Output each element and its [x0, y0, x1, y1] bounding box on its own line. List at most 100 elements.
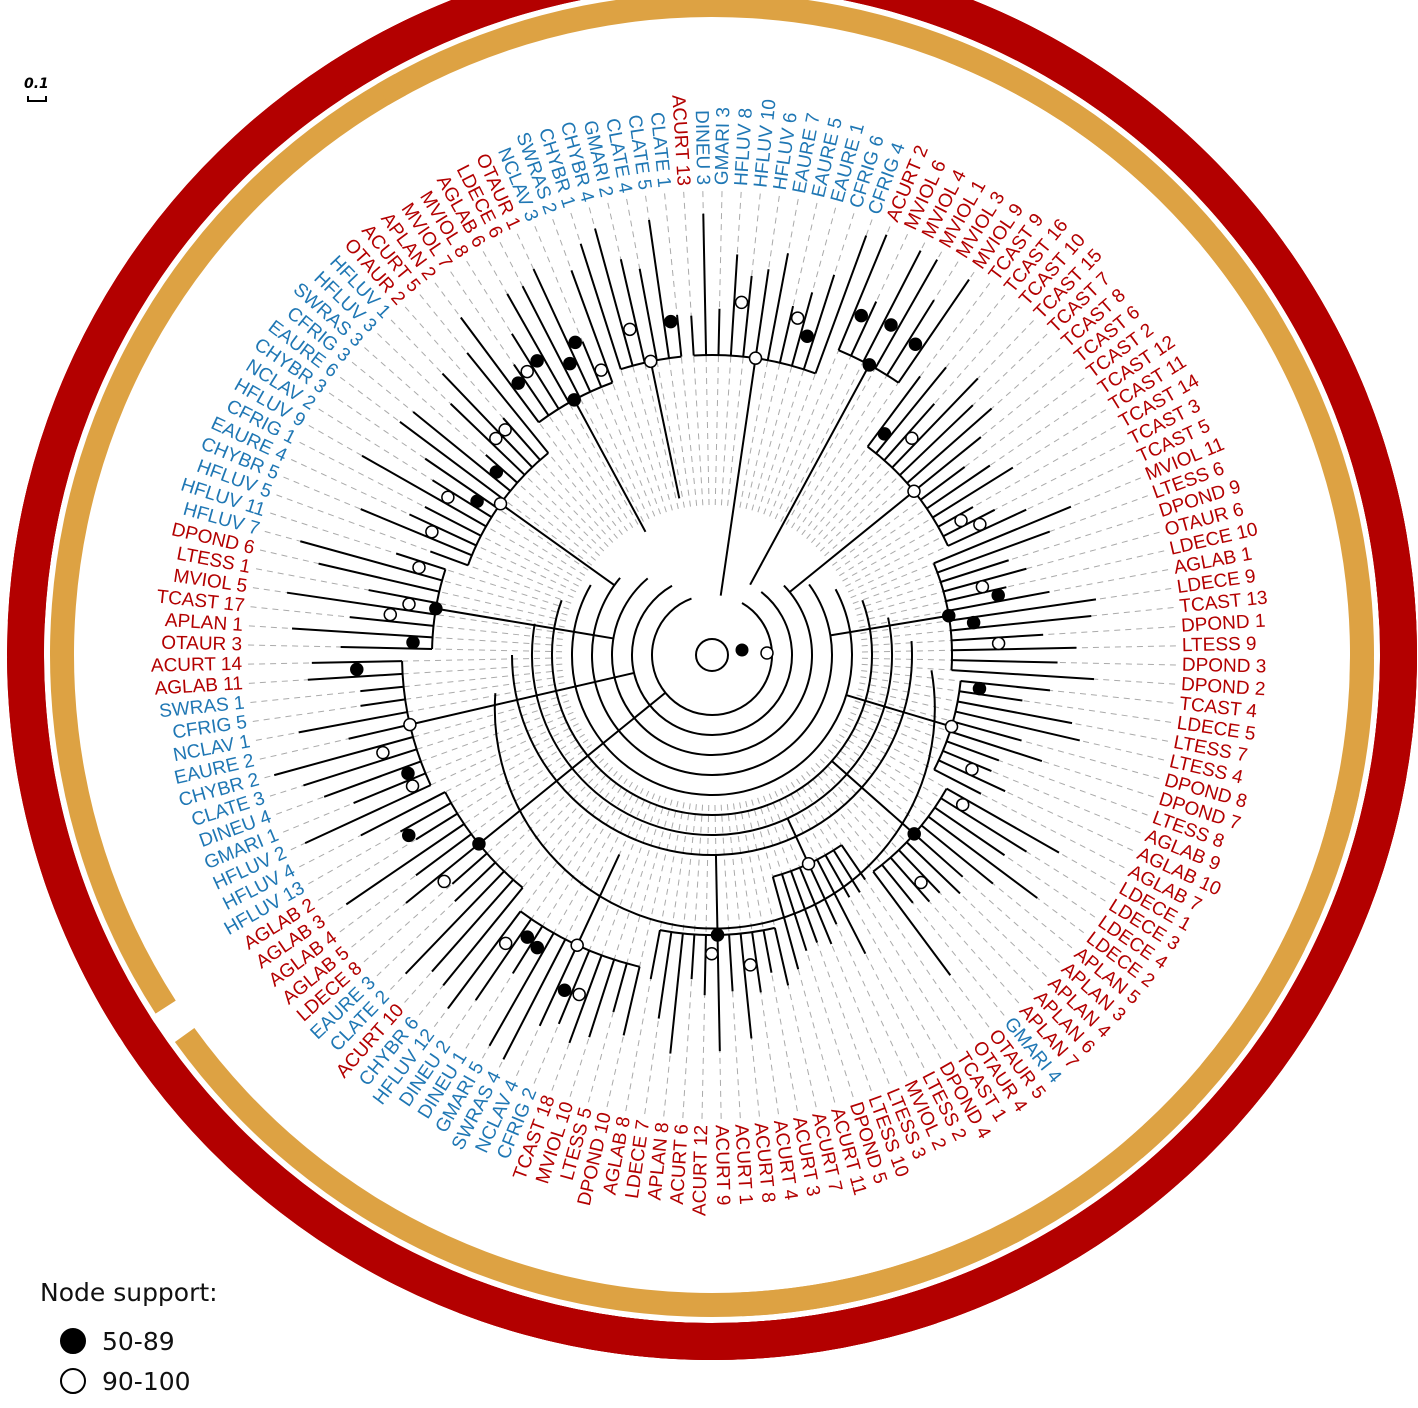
guide-line	[774, 233, 908, 520]
branch	[905, 841, 961, 895]
branch	[913, 833, 964, 878]
stem-branch	[573, 399, 647, 533]
backbone-arc	[551, 599, 873, 816]
leaf-guide-lines	[248, 191, 1176, 1119]
guide-line	[248, 663, 563, 684]
inner-ring-segment	[376, 74, 406, 105]
support-node-50-89	[884, 318, 898, 332]
backbone-arc	[531, 617, 893, 836]
leaf-label: OTAUR 3	[161, 633, 242, 656]
inner-ring-segment	[50, 0, 1375, 1318]
branch	[429, 550, 469, 567]
branch	[466, 352, 550, 454]
guide-line	[774, 790, 908, 1077]
leaf-label: ACURT 9	[711, 1125, 734, 1206]
branch	[415, 833, 472, 877]
branch	[488, 932, 555, 1047]
branch	[778, 305, 795, 364]
branch	[906, 407, 993, 484]
branch	[570, 270, 614, 383]
support-node-90-100	[790, 311, 805, 325]
support-node-90-100	[743, 958, 758, 972]
guide-line	[587, 799, 673, 1103]
guide-line	[248, 657, 563, 665]
stem-branch	[719, 358, 757, 596]
branch	[886, 299, 935, 376]
legend-item-50-89: 50-89	[60, 1321, 218, 1361]
branch	[932, 466, 1014, 519]
guide-line	[364, 347, 600, 556]
branch	[840, 844, 866, 881]
support-node-90-100	[520, 364, 534, 379]
branch	[594, 228, 634, 366]
stem-branch	[831, 760, 915, 835]
branch	[933, 768, 982, 795]
support-node-90-100	[498, 423, 512, 437]
support-node-50-89	[350, 662, 364, 677]
branch	[771, 876, 800, 970]
branch	[937, 530, 1051, 574]
backbone-arc	[571, 584, 853, 796]
branch	[824, 854, 851, 898]
guide-line	[842, 425, 1116, 582]
legend-label: 50-89	[102, 1326, 175, 1356]
backbone-arc	[493, 670, 936, 930]
stem-branch	[499, 502, 615, 586]
branch	[926, 464, 991, 510]
branch	[862, 250, 922, 363]
support-node-90-100	[991, 636, 1006, 651]
trait-rings	[6, 0, 1417, 1360]
branch	[690, 315, 695, 356]
branch	[568, 955, 603, 1044]
support-node-90-100	[594, 363, 608, 377]
branch	[754, 269, 770, 359]
branch	[816, 859, 867, 955]
branch	[850, 301, 878, 357]
branch	[447, 910, 522, 1009]
backbone-arc	[511, 640, 913, 856]
support-node-90-100	[402, 597, 416, 611]
stem-branch	[409, 671, 635, 726]
scale-bar-label: 0.1	[24, 76, 49, 92]
branch	[303, 748, 417, 787]
branch	[798, 867, 833, 945]
legend-title: Node support:	[40, 1278, 218, 1307]
support-node-50-89	[511, 376, 525, 390]
branch	[273, 736, 414, 777]
support-node-90-100	[944, 719, 959, 734]
support-node-50-89	[557, 983, 572, 998]
filled-circle-icon	[60, 1328, 86, 1354]
support-node-50-89	[862, 358, 877, 372]
branch	[920, 824, 994, 885]
branch	[951, 646, 1077, 652]
support-node-50-89	[563, 356, 577, 371]
branch	[415, 812, 458, 841]
branch	[957, 700, 1073, 725]
guide-line	[791, 261, 959, 529]
support-node-90-100	[403, 717, 417, 732]
guide-line	[790, 782, 958, 1050]
branch	[557, 950, 591, 1025]
guide-line	[252, 675, 564, 722]
support-node-90-100	[405, 779, 420, 793]
branch	[729, 254, 739, 356]
leaf-label: APLAN 1	[164, 610, 243, 636]
support-node-90-100	[955, 797, 970, 812]
branch	[622, 966, 641, 1036]
branch	[949, 730, 1043, 762]
branch	[460, 316, 540, 423]
guide-line	[290, 717, 577, 851]
branch	[619, 259, 646, 363]
leaf-label: DINEU 3	[691, 110, 713, 185]
support-node-50-89	[710, 928, 725, 942]
branch	[405, 843, 480, 904]
branch	[307, 672, 403, 681]
support-node-50-89	[520, 930, 535, 944]
legend-label: 90-100	[102, 1366, 191, 1396]
branch	[814, 235, 868, 374]
guide-line	[433, 774, 623, 1028]
stem-branch	[576, 854, 621, 946]
branch	[291, 627, 433, 639]
branch	[874, 259, 939, 369]
